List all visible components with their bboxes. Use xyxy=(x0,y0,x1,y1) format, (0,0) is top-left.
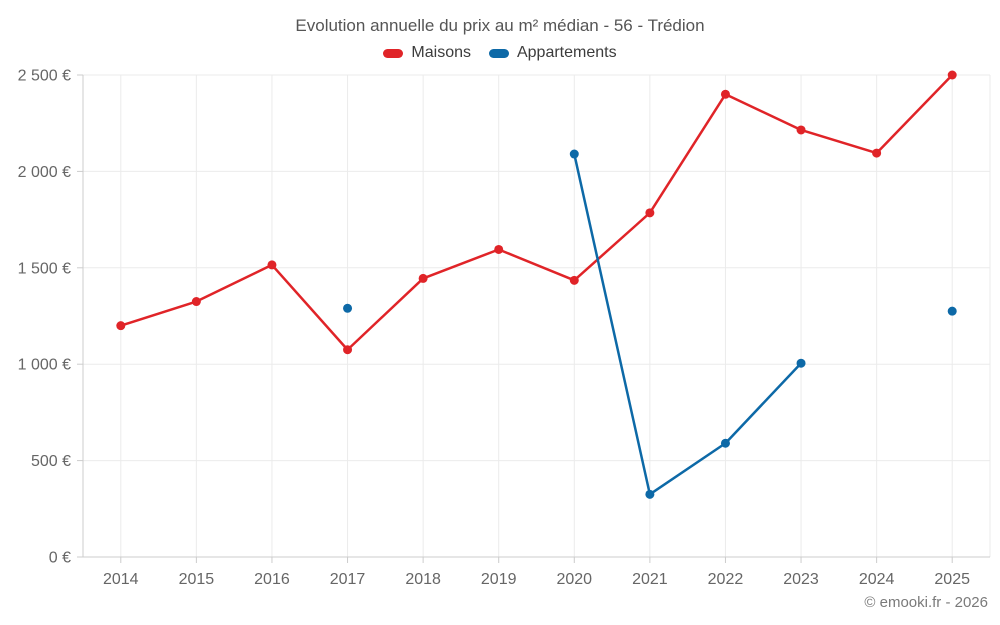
x-tick-label: 2020 xyxy=(556,571,592,588)
y-tick-label: 2 000 € xyxy=(18,164,71,181)
x-tick-label: 2017 xyxy=(330,571,366,588)
data-point-maisons-2017[interactable] xyxy=(343,345,353,355)
data-point-maisons-2015[interactable] xyxy=(191,297,201,307)
data-point-maisons-2016[interactable] xyxy=(267,260,277,270)
data-point-appartements-2025[interactable] xyxy=(947,306,957,316)
series-line-appartements xyxy=(573,152,803,496)
legend-item-maisons[interactable]: Maisons xyxy=(383,44,471,62)
data-point-appartements-2023[interactable] xyxy=(796,358,806,368)
x-tick-label: 2025 xyxy=(934,571,970,588)
chart-title: Evolution annuelle du prix au m² médian … xyxy=(295,16,705,35)
x-tick-label: 2014 xyxy=(103,571,139,588)
data-point-maisons-2014[interactable] xyxy=(116,321,126,331)
x-tick-label: 2022 xyxy=(708,571,744,588)
data-point-maisons-2021[interactable] xyxy=(645,208,655,218)
data-point-maisons-2019[interactable] xyxy=(494,244,504,254)
data-point-maisons-2025[interactable] xyxy=(947,70,957,80)
data-point-maisons-2022[interactable] xyxy=(720,89,730,99)
legend-label-maisons: Maisons xyxy=(411,44,471,61)
x-tick-label: 2016 xyxy=(254,571,290,588)
data-point-maisons-2024[interactable] xyxy=(872,148,882,158)
legend-item-appartements[interactable]: Appartements xyxy=(488,44,617,62)
x-tick-label: 2015 xyxy=(179,571,215,588)
y-tick-label: 1 500 € xyxy=(18,260,71,277)
data-point-appartements-2022[interactable] xyxy=(720,438,730,448)
x-tick-label: 2018 xyxy=(405,571,441,588)
legend-label-appartements: Appartements xyxy=(516,44,617,61)
copyright-credit: © emooki.fr - 2026 xyxy=(864,594,988,611)
data-point-maisons-2020[interactable] xyxy=(569,275,579,285)
data-point-appartements-2021[interactable] xyxy=(645,489,655,499)
data-point-maisons-2018[interactable] xyxy=(418,273,428,283)
maisons-series-swatch-icon xyxy=(383,48,404,58)
appartements-series-swatch-icon xyxy=(488,48,509,58)
y-tick-label: 2 500 € xyxy=(18,68,71,85)
x-tick-label: 2021 xyxy=(632,571,668,588)
x-tick-label: 2023 xyxy=(783,571,819,588)
x-tick-label: 2019 xyxy=(481,571,517,588)
y-tick-label: 1 000 € xyxy=(18,357,71,374)
data-point-appartements-2017[interactable] xyxy=(343,303,353,313)
series-line-maisons xyxy=(119,73,954,351)
data-point-maisons-2023[interactable] xyxy=(796,125,806,135)
y-tick-label: 500 € xyxy=(31,453,71,470)
chart-legend: Maisons Appartements xyxy=(0,44,1000,62)
data-point-appartements-2020[interactable] xyxy=(569,149,579,159)
y-tick-label: 0 € xyxy=(49,550,71,567)
x-tick-label: 2024 xyxy=(859,571,895,588)
